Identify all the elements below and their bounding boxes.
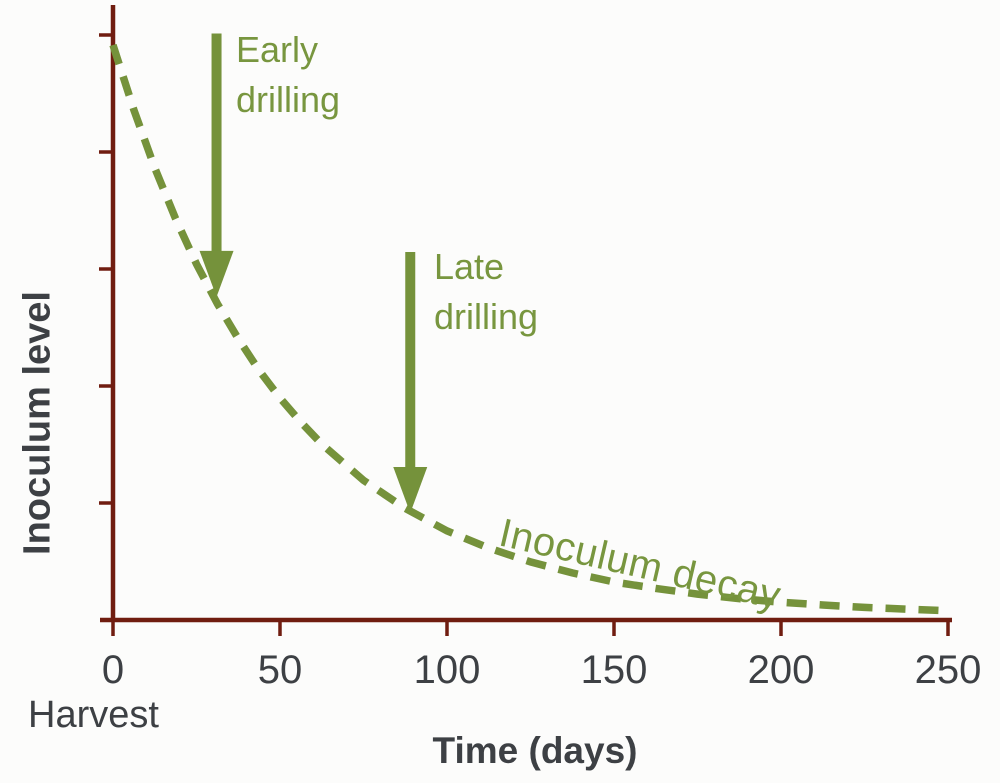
x-tick-label: 150: [580, 648, 648, 692]
x-tick-label: 250: [914, 648, 982, 692]
x-tick-label: 100: [413, 648, 481, 692]
harvest-label: Harvest: [28, 694, 159, 736]
x-tick-label: 50: [257, 648, 303, 692]
late-drilling-label: Late drilling: [434, 246, 539, 338]
early-drilling-arrow-head: [199, 250, 234, 297]
x-axis-title: Time (days): [432, 730, 638, 771]
early-drilling-label: Early drilling: [236, 29, 341, 121]
late-drilling-arrow-head: [393, 467, 428, 514]
x-tick-label: 200: [747, 648, 815, 692]
x-tick-label: 0: [101, 648, 125, 692]
y-axis-title: Inoculum level: [16, 291, 59, 555]
inoculum-decay-curve: [109, 43, 949, 615]
